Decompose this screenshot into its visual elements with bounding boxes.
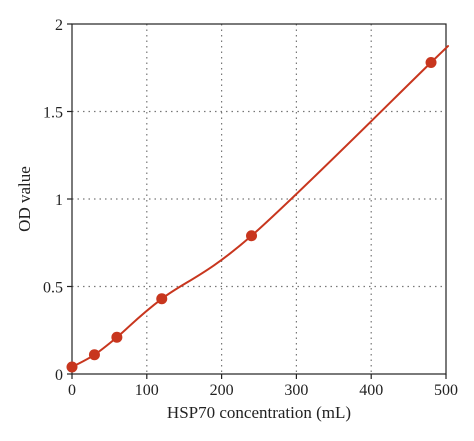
x-axis-ticks: 0 100 200 300 400 500 xyxy=(68,374,458,399)
y-tick-label: 0.5 xyxy=(43,280,63,297)
x-tick-label: 100 xyxy=(135,382,159,399)
data-point xyxy=(246,230,258,242)
x-tick-label: 500 xyxy=(434,382,458,399)
x-tick-label: 0 xyxy=(68,382,76,399)
gridlines xyxy=(72,24,446,374)
data-point xyxy=(156,293,168,305)
y-axis-label: OD value xyxy=(15,166,34,232)
y-tick-label: 1 xyxy=(55,192,63,209)
x-tick-label: 400 xyxy=(359,382,383,399)
x-tick-label: 300 xyxy=(284,382,308,399)
y-tick-label: 0 xyxy=(55,367,63,384)
data-point xyxy=(425,57,437,68)
y-tick-label: 2 xyxy=(55,17,63,34)
data-points xyxy=(66,57,437,373)
y-tick-label: 1.5 xyxy=(43,105,63,122)
data-point xyxy=(111,331,123,343)
fitted-curve xyxy=(71,45,449,368)
x-tick-label: 200 xyxy=(210,382,234,399)
y-axis-ticks: 0 0.5 1 1.5 2 xyxy=(43,17,72,384)
x-axis-label: HSP70 concentration (mL) xyxy=(167,403,351,422)
data-point xyxy=(88,349,100,361)
data-point xyxy=(66,361,78,373)
